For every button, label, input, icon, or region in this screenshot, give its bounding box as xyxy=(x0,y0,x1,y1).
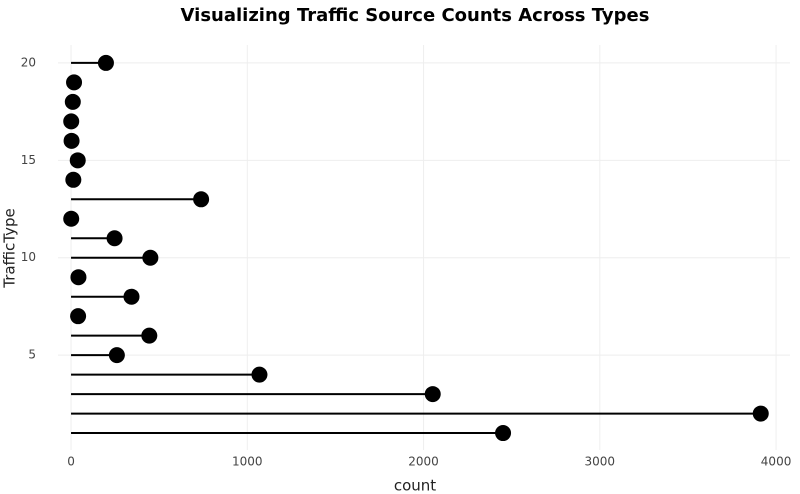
y-tick-label: 5 xyxy=(28,348,36,362)
marker xyxy=(69,152,86,169)
marker xyxy=(251,366,268,383)
marker xyxy=(97,54,114,71)
marker xyxy=(63,210,80,227)
marker xyxy=(65,171,82,188)
marker xyxy=(66,74,83,91)
marker xyxy=(495,425,512,442)
marker xyxy=(142,249,159,266)
x-tick-label: 1000 xyxy=(232,455,263,469)
x-tick-label: 3000 xyxy=(585,455,616,469)
marker xyxy=(123,288,140,305)
x-tick-label: 2000 xyxy=(408,455,439,469)
marker xyxy=(63,132,80,149)
marker xyxy=(70,308,87,325)
y-tick-label: 10 xyxy=(21,250,36,264)
x-tick-label: 4000 xyxy=(761,455,792,469)
y-tick-label: 20 xyxy=(21,55,36,69)
marker xyxy=(141,327,158,344)
marker xyxy=(64,93,81,110)
marker xyxy=(108,347,125,364)
y-axis-title: TrafficType xyxy=(1,208,19,289)
marker xyxy=(752,405,769,422)
marker xyxy=(106,230,123,247)
marker xyxy=(70,269,87,286)
x-axis-title: count xyxy=(394,477,436,494)
y-tick-label: 15 xyxy=(21,153,36,167)
marker xyxy=(63,113,80,130)
marker xyxy=(193,191,210,208)
chart-title: Visualizing Traffic Source Counts Across… xyxy=(181,5,650,26)
x-tick-label: 0 xyxy=(67,455,75,469)
marker xyxy=(424,386,441,403)
